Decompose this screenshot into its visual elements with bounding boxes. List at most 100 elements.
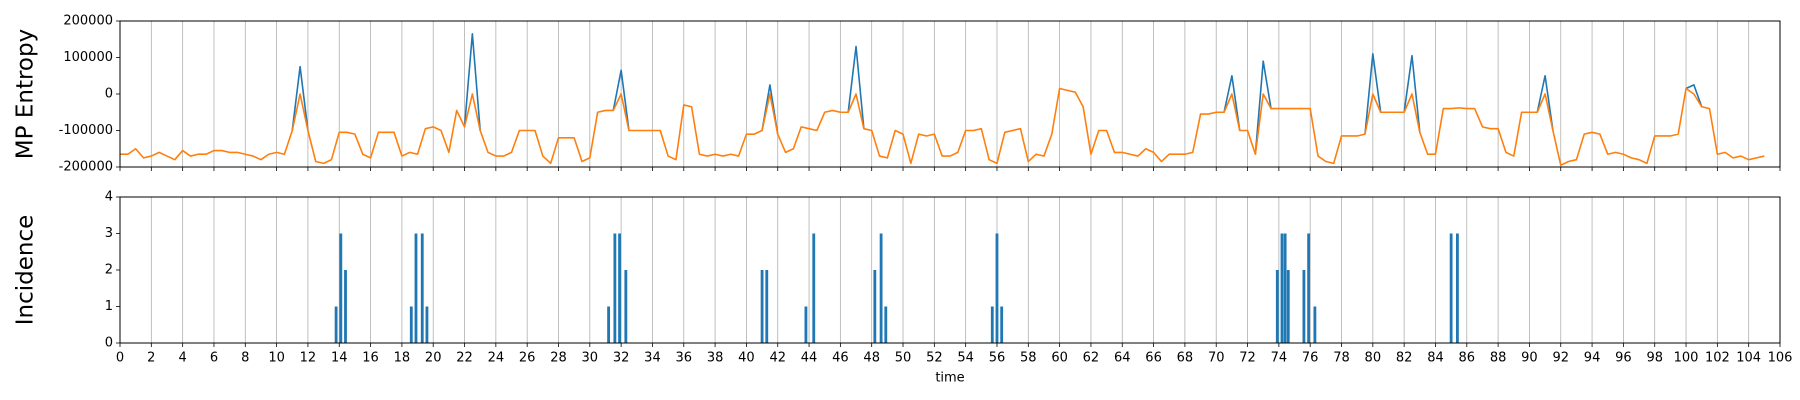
bar xyxy=(879,233,883,343)
y-tick-label: 4 xyxy=(105,190,113,205)
x-tick-label: 88 xyxy=(1490,351,1507,366)
bar xyxy=(760,270,764,343)
x-tick-label: 52 xyxy=(926,351,943,366)
bar xyxy=(1449,233,1453,343)
y-tick-label: 1 xyxy=(105,299,113,314)
bar xyxy=(804,306,808,343)
x-tick-label: 46 xyxy=(832,351,849,366)
x-tick-label: 48 xyxy=(863,351,880,366)
bar xyxy=(1313,306,1317,343)
y-tick-label: 2 xyxy=(105,263,113,278)
x-tick-label: 14 xyxy=(331,351,348,366)
y-axis-label: Incidence xyxy=(13,215,39,326)
bar xyxy=(990,306,994,343)
y-tick-label: -100000 xyxy=(59,123,113,138)
x-tick-label: 16 xyxy=(362,351,379,366)
x-tick-label: 40 xyxy=(738,351,755,366)
bar xyxy=(1000,306,1004,343)
x-tick-label: 94 xyxy=(1584,351,1601,366)
x-tick-label: 102 xyxy=(1705,351,1730,366)
x-tick-label: 64 xyxy=(1114,351,1131,366)
x-tick-label: 76 xyxy=(1302,351,1319,366)
x-tick-label: 54 xyxy=(957,351,974,366)
y-tick-label: -200000 xyxy=(59,160,113,175)
x-tick-label: 62 xyxy=(1083,351,1100,366)
x-tick-label: 82 xyxy=(1396,351,1413,366)
x-tick-label: 60 xyxy=(1051,351,1068,366)
y-tick-label: 200000 xyxy=(63,14,113,29)
x-tick-label: 38 xyxy=(707,351,724,366)
x-tick-label: 104 xyxy=(1736,351,1761,366)
bar xyxy=(618,233,621,343)
x-tick-label: 92 xyxy=(1552,351,1569,366)
x-tick-label: 28 xyxy=(550,351,567,366)
x-tick-label: 80 xyxy=(1365,351,1382,366)
x-tick-label: 8 xyxy=(241,351,249,366)
y-tick-label: 0 xyxy=(105,87,113,102)
bar xyxy=(409,306,413,343)
bar xyxy=(1275,270,1279,343)
x-tick-label: 4 xyxy=(179,351,187,366)
line-series xyxy=(291,32,1703,155)
x-tick-label: 2 xyxy=(147,351,155,366)
x-tick-label: 66 xyxy=(1145,351,1162,366)
y-tick-label: 3 xyxy=(105,226,113,241)
y-tick-label: 100000 xyxy=(63,50,113,65)
bar xyxy=(873,270,877,343)
x-tick-label: 12 xyxy=(300,351,317,366)
bar xyxy=(1302,270,1306,343)
x-tick-label: 86 xyxy=(1459,351,1476,366)
x-axis-label: time xyxy=(935,371,964,386)
x-tick-label: 90 xyxy=(1521,351,1538,366)
x-tick-label: 30 xyxy=(582,351,599,366)
x-tick-label: 20 xyxy=(425,351,442,366)
bar xyxy=(624,270,628,343)
bar xyxy=(765,270,769,343)
plot-frame xyxy=(119,196,1781,344)
x-tick-label: 18 xyxy=(394,351,411,366)
x-tick-label: 74 xyxy=(1271,351,1288,366)
x-tick-label: 6 xyxy=(210,351,218,366)
x-tick-label: 10 xyxy=(268,351,285,366)
bar xyxy=(613,233,617,343)
y-tick-label: 0 xyxy=(105,336,113,351)
x-tick-label: 0 xyxy=(116,351,124,366)
bar xyxy=(420,233,424,343)
x-tick-label: 42 xyxy=(769,351,786,366)
x-tick-label: 22 xyxy=(456,351,473,366)
bar xyxy=(334,306,338,343)
x-tick-label: 100 xyxy=(1674,351,1699,366)
line-series xyxy=(120,87,1765,166)
bar xyxy=(1283,233,1287,343)
x-tick-label: 24 xyxy=(488,351,505,366)
x-tick-label: 84 xyxy=(1427,351,1444,366)
bar xyxy=(1307,233,1311,343)
bar xyxy=(607,306,611,343)
bar xyxy=(425,306,429,343)
x-tick-label: 58 xyxy=(1020,351,1037,366)
x-tick-label: 78 xyxy=(1333,351,1350,366)
bar xyxy=(1455,233,1459,343)
x-tick-label: 72 xyxy=(1239,351,1256,366)
x-tick-label: 34 xyxy=(644,351,661,366)
bar xyxy=(812,233,816,343)
bar xyxy=(414,233,418,343)
bar xyxy=(344,270,347,343)
y-axis-label: MP Entropy xyxy=(13,29,39,159)
x-tick-label: 106 xyxy=(1768,351,1793,366)
x-tick-label: 70 xyxy=(1208,351,1225,366)
bar xyxy=(339,233,343,343)
x-tick-label: 44 xyxy=(801,351,818,366)
bar xyxy=(1280,233,1284,343)
x-tick-label: 96 xyxy=(1615,351,1632,366)
x-tick-label: 56 xyxy=(989,351,1006,366)
x-tick-label: 98 xyxy=(1646,351,1663,366)
x-tick-label: 26 xyxy=(519,351,536,366)
bar xyxy=(995,233,999,343)
bar xyxy=(884,306,888,343)
x-tick-label: 36 xyxy=(676,351,693,366)
plot-frame xyxy=(119,20,1781,168)
x-tick-label: 50 xyxy=(895,351,912,366)
x-tick-label: 32 xyxy=(613,351,630,366)
